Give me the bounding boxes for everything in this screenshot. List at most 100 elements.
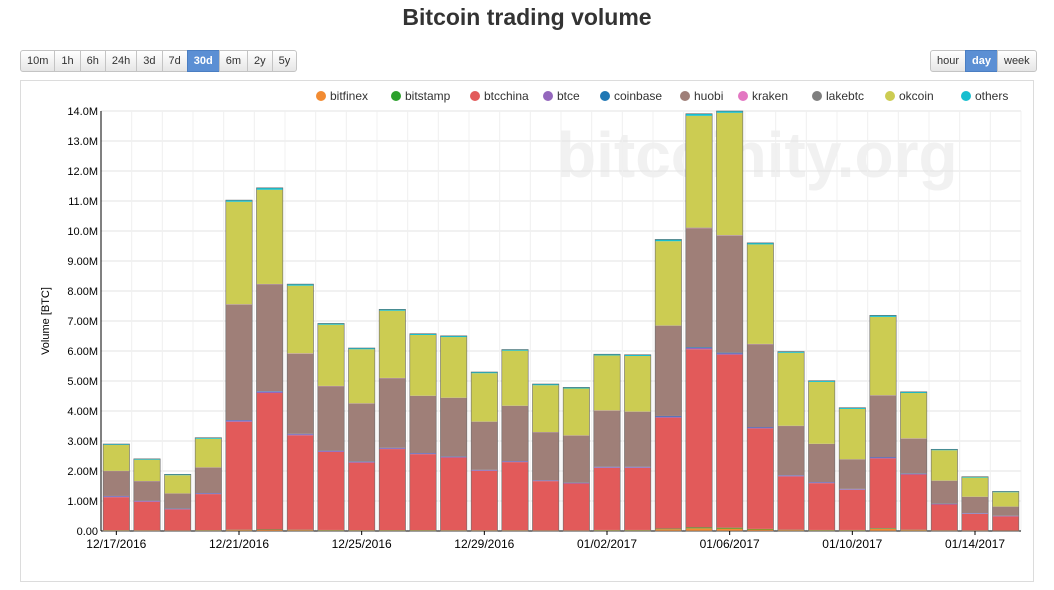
bar-btcchina[interactable] xyxy=(501,462,529,531)
bar-bitfinex[interactable] xyxy=(379,530,406,531)
bar-bitfinex[interactable] xyxy=(409,530,437,531)
bar-huobi[interactable] xyxy=(348,403,375,462)
bar-others[interactable] xyxy=(317,323,345,325)
bar-bitfinex[interactable] xyxy=(624,530,651,531)
bar-okcoin[interactable] xyxy=(256,189,283,284)
bar-btce[interactable] xyxy=(747,427,774,429)
bar-okcoin[interactable] xyxy=(808,381,835,444)
bar-btcchina[interactable] xyxy=(440,457,467,531)
bar-okcoin[interactable] xyxy=(716,112,743,236)
bar-btce[interactable] xyxy=(593,467,621,468)
bar-others[interactable] xyxy=(685,113,713,116)
bar-btce[interactable] xyxy=(440,456,467,458)
bar-okcoin[interactable] xyxy=(747,244,774,344)
bar-btcchina[interactable] xyxy=(103,497,130,531)
bar-btce[interactable] xyxy=(777,475,805,477)
bar-btcchina[interactable] xyxy=(563,483,590,531)
bar-btcchina[interactable] xyxy=(808,483,835,530)
bar-okcoin[interactable] xyxy=(287,285,314,354)
bar-others[interactable] xyxy=(563,387,590,389)
bar-btce[interactable] xyxy=(195,493,222,495)
bar-coinbase[interactable] xyxy=(685,347,713,348)
range-button-5y[interactable]: 5y xyxy=(271,50,298,72)
legend-label-btcchina[interactable]: btcchina xyxy=(484,89,529,103)
bar-huobi[interactable] xyxy=(655,325,682,416)
bar-btce[interactable] xyxy=(532,480,559,482)
bar-btcchina[interactable] xyxy=(133,501,161,531)
bar-others[interactable] xyxy=(440,335,467,338)
bar-huobi[interactable] xyxy=(961,496,989,514)
bar-huobi[interactable] xyxy=(593,410,621,467)
bar-others[interactable] xyxy=(839,407,866,409)
bar-okcoin[interactable] xyxy=(532,385,559,433)
bar-btce[interactable] xyxy=(655,416,682,418)
bar-okcoin[interactable] xyxy=(164,475,191,494)
bar-coinbase[interactable] xyxy=(716,352,743,354)
bar-btce[interactable] xyxy=(624,467,651,468)
legend-label-btce[interactable]: btce xyxy=(557,89,580,103)
bar-bitfinex[interactable] xyxy=(655,529,682,531)
bar-coinbase[interactable] xyxy=(256,391,283,392)
bar-huobi[interactable] xyxy=(563,435,590,483)
bar-btce[interactable] xyxy=(409,453,437,455)
bar-huobi[interactable] xyxy=(103,471,130,496)
bar-others[interactable] xyxy=(655,239,682,242)
bar-bitstamp[interactable] xyxy=(869,528,897,529)
bar-bitfinex[interactable] xyxy=(195,530,222,531)
bar-huobi[interactable] xyxy=(931,480,958,504)
bar-bitstamp[interactable] xyxy=(716,527,743,529)
bar-okcoin[interactable] xyxy=(225,201,253,305)
bar-btcchina[interactable] xyxy=(409,454,437,531)
legend-marker-others[interactable] xyxy=(961,91,971,101)
bar-others[interactable] xyxy=(225,200,253,202)
bar-okcoin[interactable] xyxy=(133,459,161,481)
bar-huobi[interactable] xyxy=(471,421,498,470)
range-button-30d[interactable]: 30d xyxy=(186,50,220,72)
bar-btce[interactable] xyxy=(808,482,835,484)
bar-others[interactable] xyxy=(103,444,130,445)
bar-okcoin[interactable] xyxy=(777,352,805,426)
bar-bitfinex[interactable] xyxy=(685,528,713,531)
bar-huobi[interactable] xyxy=(164,493,191,509)
legend-marker-huobi[interactable] xyxy=(680,91,690,101)
bar-bitfinex[interactable] xyxy=(777,530,805,531)
bar-btcchina[interactable] xyxy=(471,470,498,531)
bar-okcoin[interactable] xyxy=(900,393,927,439)
bar-huobi[interactable] xyxy=(195,467,222,494)
bar-coinbase[interactable] xyxy=(655,415,682,417)
range-button-24h[interactable]: 24h xyxy=(104,50,138,72)
bar-huobi[interactable] xyxy=(685,228,713,348)
bar-others[interactable] xyxy=(992,491,1019,493)
bar-okcoin[interactable] xyxy=(471,373,498,422)
bar-huobi[interactable] xyxy=(777,426,805,476)
bar-bitfinex[interactable] xyxy=(900,530,927,531)
legend-label-coinbase[interactable]: coinbase xyxy=(614,89,662,103)
bar-btcchina[interactable] xyxy=(685,349,713,528)
range-button-2y[interactable]: 2y xyxy=(247,50,273,72)
bar-others[interactable] xyxy=(931,449,958,451)
bar-others[interactable] xyxy=(133,458,161,460)
bar-bitfinex[interactable] xyxy=(256,529,283,531)
legend-label-lakebtc[interactable]: lakebtc xyxy=(826,89,864,103)
bar-bitfinex[interactable] xyxy=(225,530,253,531)
bar-others[interactable] xyxy=(409,333,437,335)
legend-marker-btcchina[interactable] xyxy=(470,91,480,101)
bar-btce[interactable] xyxy=(471,470,498,471)
bar-okcoin[interactable] xyxy=(379,310,406,378)
bar-btce[interactable] xyxy=(931,503,958,505)
bar-okcoin[interactable] xyxy=(685,115,713,228)
bar-huobi[interactable] xyxy=(808,444,835,483)
bar-bitfinex[interactable] xyxy=(808,530,835,531)
bar-btce[interactable] xyxy=(563,482,590,484)
bar-others[interactable] xyxy=(471,372,498,374)
bar-huobi[interactable] xyxy=(624,411,651,467)
bar-others[interactable] xyxy=(348,348,375,350)
bar-okcoin[interactable] xyxy=(961,477,989,497)
bar-okcoin[interactable] xyxy=(103,444,130,471)
bar-btcchina[interactable] xyxy=(348,462,375,531)
bar-others[interactable] xyxy=(501,349,529,351)
bar-others[interactable] xyxy=(961,476,989,478)
bar-bitstamp[interactable] xyxy=(747,528,774,530)
bar-btcchina[interactable] xyxy=(961,513,989,531)
bar-bitfinex[interactable] xyxy=(287,530,314,531)
